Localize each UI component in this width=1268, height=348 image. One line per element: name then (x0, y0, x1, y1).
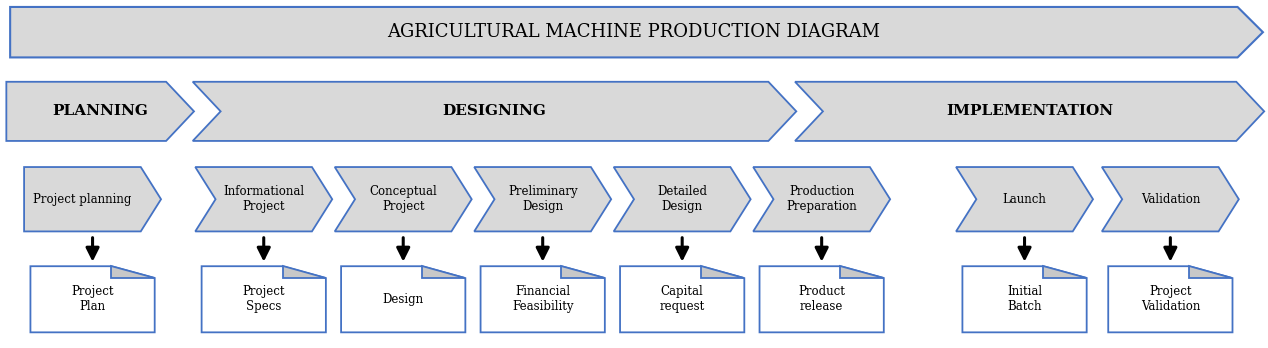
Polygon shape (956, 167, 1093, 231)
Polygon shape (620, 266, 744, 332)
Polygon shape (481, 266, 605, 332)
Text: Initial
Batch: Initial Batch (1007, 285, 1042, 313)
Text: Validation: Validation (1141, 193, 1200, 206)
Text: Launch: Launch (1003, 193, 1046, 206)
Polygon shape (701, 266, 744, 278)
Polygon shape (760, 266, 884, 332)
Polygon shape (335, 167, 472, 231)
Text: Detailed
Design: Detailed Design (657, 185, 708, 213)
Text: Preliminary
Design: Preliminary Design (508, 185, 577, 213)
Polygon shape (422, 266, 465, 278)
Text: Design: Design (383, 293, 424, 306)
Text: Project
Specs: Project Specs (242, 285, 285, 313)
Polygon shape (841, 266, 884, 278)
Polygon shape (6, 82, 194, 141)
Text: DESIGNING: DESIGNING (443, 104, 547, 118)
Polygon shape (1102, 167, 1239, 231)
Text: Product
release: Product release (799, 285, 844, 313)
Polygon shape (962, 266, 1087, 332)
Polygon shape (30, 266, 155, 332)
Polygon shape (1189, 266, 1232, 278)
Polygon shape (193, 82, 796, 141)
Polygon shape (562, 266, 605, 278)
Text: PLANNING: PLANNING (52, 104, 148, 118)
Polygon shape (202, 266, 326, 332)
Text: Financial
Feasibility: Financial Feasibility (512, 285, 573, 313)
Polygon shape (1044, 266, 1087, 278)
Polygon shape (474, 167, 611, 231)
Text: Project planning: Project planning (33, 193, 132, 206)
Text: Production
Preparation: Production Preparation (786, 185, 857, 213)
Text: Capital
request: Capital request (659, 285, 705, 313)
Polygon shape (753, 167, 890, 231)
Text: Conceptual
Project: Conceptual Project (369, 185, 437, 213)
Polygon shape (112, 266, 155, 278)
Polygon shape (795, 82, 1264, 141)
Text: Project
Validation: Project Validation (1141, 285, 1200, 313)
Polygon shape (1108, 266, 1232, 332)
Text: IMPLEMENTATION: IMPLEMENTATION (946, 104, 1113, 118)
Polygon shape (195, 167, 332, 231)
Text: Project
Plan: Project Plan (71, 285, 114, 313)
Polygon shape (10, 7, 1263, 57)
Polygon shape (614, 167, 751, 231)
Text: AGRICULTURAL MACHINE PRODUCTION DIAGRAM: AGRICULTURAL MACHINE PRODUCTION DIAGRAM (388, 23, 880, 41)
Polygon shape (24, 167, 161, 231)
Text: Informational
Project: Informational Project (223, 185, 304, 213)
Polygon shape (283, 266, 326, 278)
Polygon shape (341, 266, 465, 332)
